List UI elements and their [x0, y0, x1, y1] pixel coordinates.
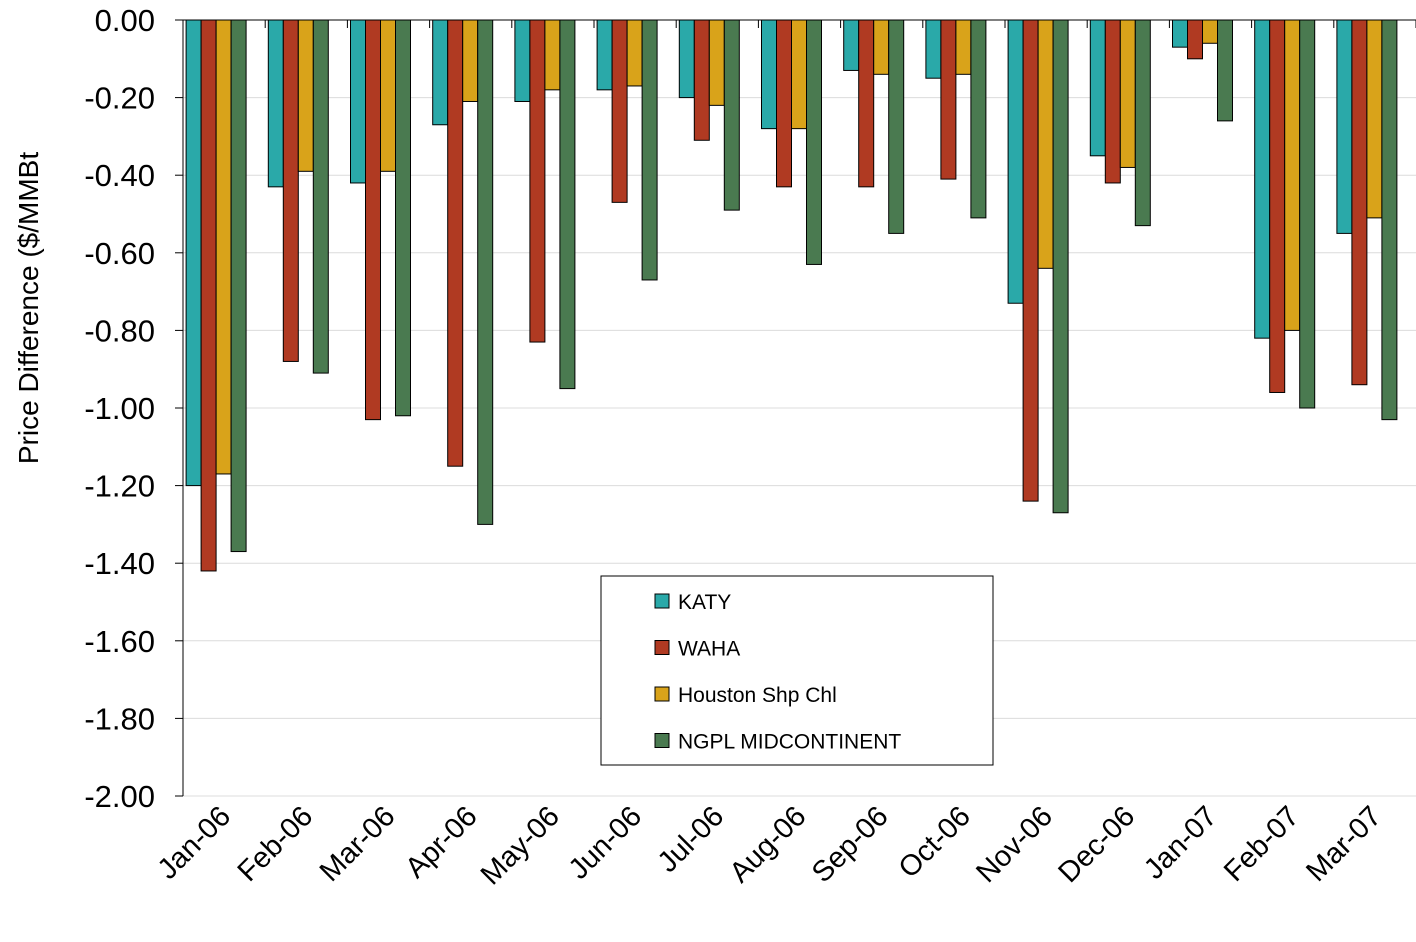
legend-swatch: [654, 733, 670, 748]
x-tick-label: Jan-07: [1138, 800, 1223, 885]
bar: [1089, 19, 1106, 157]
x-tick-label: Feb-06: [232, 800, 320, 888]
y-tick-label: -1.40: [84, 546, 155, 581]
bar: [843, 19, 860, 71]
bar: [641, 19, 658, 281]
y-tick-label: 0.00: [95, 3, 155, 38]
bar: [544, 19, 561, 91]
legend-label: NGPL MIDCONTINENT: [678, 731, 901, 754]
bar: [1134, 19, 1151, 227]
bar: [1336, 19, 1353, 234]
bar: [1172, 19, 1188, 48]
bar: [761, 19, 777, 130]
bar: [925, 19, 942, 79]
x-tick-label: Sep-06: [806, 800, 895, 889]
bar: [858, 19, 875, 188]
x-tick-label: Aug-06: [724, 800, 813, 889]
bar: [791, 19, 807, 130]
bar: [350, 19, 366, 184]
bar: [380, 19, 396, 172]
bar: [888, 19, 905, 234]
bar: [282, 19, 299, 362]
bar: [200, 19, 217, 572]
bar: [462, 19, 479, 102]
y-tick-label: -0.40: [84, 158, 155, 193]
bar: [559, 19, 576, 390]
bar: [1202, 19, 1218, 44]
x-tick-label: Mar-06: [314, 800, 402, 888]
bar: [955, 19, 972, 75]
x-tick-label: Jul-06: [652, 800, 730, 878]
bar: [1284, 19, 1301, 331]
x-tick-label: Jun-06: [563, 800, 648, 885]
bar: [1351, 19, 1368, 386]
legend-label: WAHA: [678, 638, 740, 661]
legend-swatch: [654, 640, 670, 655]
bar: [611, 19, 628, 203]
bar: [529, 19, 546, 343]
x-tick-label: Dec-06: [1053, 800, 1142, 889]
y-tick-label: -1.00: [84, 391, 155, 426]
x-tick-label: Apr-06: [399, 800, 483, 884]
bar: [708, 19, 725, 106]
x-tick-label: Mar-07: [1300, 800, 1388, 888]
bar: [514, 19, 531, 102]
y-tick-label: -0.60: [84, 236, 155, 271]
bar: [1381, 19, 1398, 421]
bar: [215, 19, 232, 475]
x-tick-label: May-06: [475, 800, 566, 891]
bar: [1104, 19, 1121, 184]
bar: [873, 19, 890, 75]
bar: [1052, 19, 1069, 514]
bar: [1119, 19, 1136, 168]
bar: [1269, 19, 1286, 393]
bar: [1187, 19, 1203, 60]
bar: [1366, 19, 1383, 219]
bar: [678, 19, 695, 99]
bar: [970, 19, 987, 219]
y-tick-label: -2.00: [84, 779, 155, 814]
y-tick-label: -0.80: [84, 313, 155, 348]
bar: [1007, 19, 1024, 304]
y-tick-label: -0.20: [84, 81, 155, 116]
bar: [693, 19, 710, 141]
bar: [776, 19, 792, 188]
bar: [1299, 19, 1316, 409]
bar: [596, 19, 613, 91]
y-axis-label: Price Difference ($/MMBt: [13, 152, 44, 464]
bar: [1022, 19, 1039, 502]
legend-swatch: [654, 593, 670, 609]
x-tick-label: Jan-06: [152, 800, 237, 885]
legend-label: Houston Shp Chl: [678, 684, 837, 707]
bar: [395, 19, 411, 417]
bar: [365, 19, 381, 421]
bar: [185, 19, 202, 487]
x-tick-label: Oct-06: [893, 800, 977, 884]
bar: [267, 19, 284, 188]
y-tick-label: -1.80: [84, 701, 155, 736]
y-tick-label: -1.20: [84, 469, 155, 504]
bar: [312, 19, 329, 374]
bar: [1217, 19, 1233, 122]
bar: [1254, 19, 1271, 339]
bar: [432, 19, 449, 126]
bar: [806, 19, 822, 265]
bar: [723, 19, 740, 211]
bar: [1037, 19, 1054, 269]
bar: [940, 19, 957, 180]
bar: [297, 19, 314, 172]
y-tick-label: -1.60: [84, 624, 155, 659]
bar: [230, 19, 247, 553]
x-tick-label: Nov-06: [970, 800, 1059, 889]
bar: [477, 19, 494, 525]
legend-label: KATY: [678, 591, 731, 614]
x-tick-label: Feb-07: [1218, 800, 1306, 888]
bar: [626, 19, 643, 87]
bar: [447, 19, 464, 467]
legend-swatch: [654, 686, 670, 702]
